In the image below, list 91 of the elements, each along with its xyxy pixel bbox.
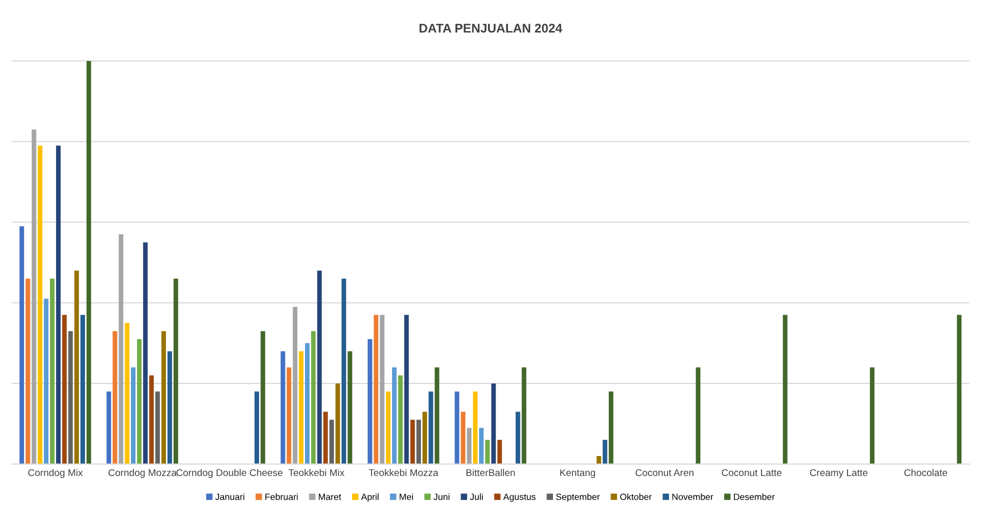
- x-tick-label: Creamy Latte: [810, 469, 868, 478]
- bar: [602, 440, 608, 464]
- x-tick-label: Corndog Mix: [28, 468, 83, 478]
- bar: [696, 367, 700, 464]
- bar: [870, 367, 874, 464]
- bar: [112, 331, 118, 464]
- bar: [348, 351, 352, 464]
- bar: [398, 375, 403, 464]
- bar: [106, 392, 112, 464]
- bar: [380, 314, 384, 464]
- bar: [118, 234, 124, 464]
- legend-label: Februari: [265, 493, 298, 500]
- bar: [298, 351, 304, 464]
- bar: [50, 278, 55, 464]
- bar: [329, 420, 334, 464]
- bar: [292, 306, 298, 464]
- legend-label: September: [556, 493, 600, 502]
- bar: [335, 383, 340, 464]
- legend-label: Juli: [470, 493, 483, 500]
- bar: [466, 428, 472, 464]
- bar: [386, 392, 391, 464]
- legend-label: Maret: [318, 494, 342, 500]
- bar: [485, 440, 490, 464]
- bar: [311, 331, 316, 464]
- bar: [86, 60, 92, 464]
- bar: [38, 146, 42, 464]
- bar: [68, 331, 73, 464]
- bar: [454, 392, 460, 464]
- bar: [167, 351, 172, 464]
- bar: [130, 367, 136, 464]
- legend-label: November: [672, 493, 714, 500]
- bar: [20, 226, 24, 464]
- x-tick-label: Coconut Latte: [722, 469, 782, 476]
- bar: [608, 392, 614, 464]
- bar: [956, 314, 962, 464]
- bar: [491, 383, 496, 464]
- x-tick-label: Kentang: [560, 469, 596, 478]
- bar: [149, 375, 154, 464]
- bar: [522, 367, 526, 464]
- legend-label: Mei: [400, 493, 413, 500]
- bar: [174, 278, 178, 464]
- bar: [62, 314, 67, 464]
- bar: [32, 129, 36, 464]
- bar: [137, 339, 142, 464]
- legend-label: Januari: [215, 493, 244, 500]
- x-tick-label: Teokkebi Mozza: [368, 468, 438, 476]
- x-tick-label: Teokkebi Mix: [288, 468, 344, 476]
- legend-label: Desember: [734, 493, 775, 500]
- bar: [254, 392, 260, 464]
- chart-title: DATA PENJUALAN 2024: [420, 24, 562, 33]
- bar: [317, 270, 322, 464]
- bar: [497, 440, 502, 464]
- bar: [374, 314, 378, 464]
- bar: [392, 367, 397, 464]
- legend-label: Oktober: [620, 493, 652, 500]
- bar: [56, 146, 61, 464]
- bar: [323, 412, 328, 464]
- bar: [410, 420, 415, 464]
- bar: [368, 339, 372, 464]
- bar: [161, 331, 166, 464]
- bar: [516, 412, 520, 464]
- bar: [26, 278, 30, 464]
- bar: [460, 412, 466, 464]
- x-tick-label: Coconut Aren: [636, 469, 694, 476]
- bar: [428, 392, 434, 464]
- x-tick-label: BitterBallen: [466, 468, 515, 476]
- bar: [143, 242, 148, 464]
- bar: [404, 314, 409, 464]
- bar: [44, 298, 48, 464]
- x-tick-label: Chocolate: [904, 468, 948, 476]
- bar: [472, 392, 478, 464]
- x-tick-label: Corndog Mozza: [108, 468, 177, 478]
- bar: [80, 314, 86, 464]
- bar: [596, 456, 602, 464]
- bar: [74, 270, 79, 464]
- bar: [422, 412, 428, 464]
- bar: [305, 343, 310, 464]
- legend-label: April: [361, 493, 379, 502]
- x-tick-label: Corndog Double Cheese: [176, 468, 282, 478]
- legend-label: Agustus: [503, 494, 536, 502]
- bar: [280, 351, 286, 464]
- bar: [434, 367, 440, 464]
- bar: [124, 323, 130, 464]
- legend-label: Juni: [434, 493, 450, 500]
- bar: [155, 392, 160, 464]
- bar: [260, 331, 266, 464]
- bar: [286, 367, 292, 464]
- bar: [479, 428, 484, 464]
- bar: [416, 420, 421, 464]
- bar: [342, 278, 346, 464]
- bar: [782, 314, 788, 464]
